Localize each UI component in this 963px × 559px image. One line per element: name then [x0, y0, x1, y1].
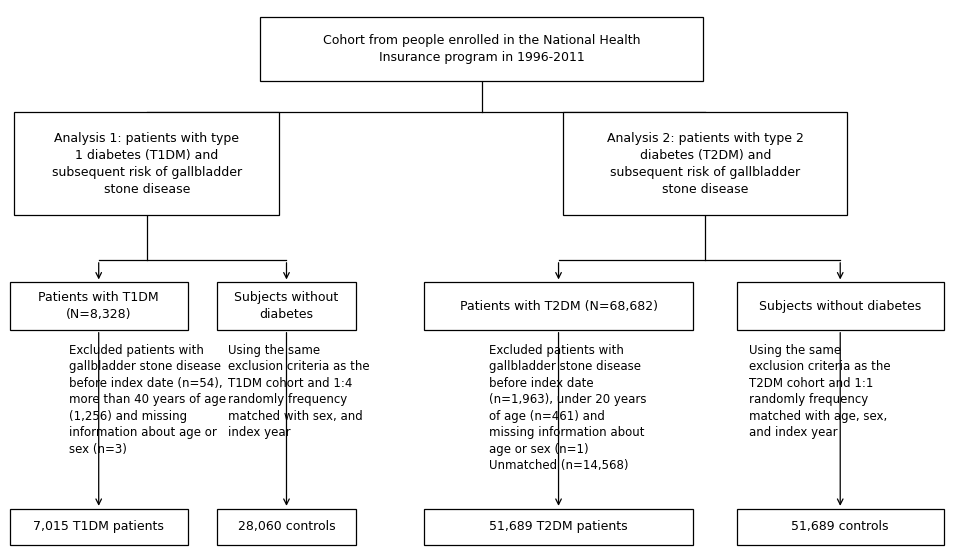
- Text: Patients with T1DM
(N=8,328): Patients with T1DM (N=8,328): [39, 291, 159, 321]
- Text: Subjects without diabetes: Subjects without diabetes: [759, 300, 922, 312]
- Text: Analysis 1: patients with type
1 diabetes (T1DM) and
subsequent risk of gallblad: Analysis 1: patients with type 1 diabete…: [52, 131, 242, 196]
- Text: Excluded patients with
gallbladder stone disease
before index date
(n=1,963), un: Excluded patients with gallbladder stone…: [489, 344, 647, 472]
- FancyBboxPatch shape: [563, 112, 847, 215]
- FancyBboxPatch shape: [424, 282, 693, 330]
- FancyBboxPatch shape: [14, 112, 279, 215]
- FancyBboxPatch shape: [217, 509, 356, 545]
- FancyBboxPatch shape: [217, 282, 356, 330]
- Text: 51,689 T2DM patients: 51,689 T2DM patients: [489, 520, 628, 533]
- Text: Subjects without
diabetes: Subjects without diabetes: [234, 291, 339, 321]
- FancyBboxPatch shape: [737, 509, 944, 545]
- FancyBboxPatch shape: [424, 509, 693, 545]
- FancyBboxPatch shape: [10, 509, 188, 545]
- Text: Using the same
exclusion criteria as the
T2DM cohort and 1:1
randomly frequency
: Using the same exclusion criteria as the…: [749, 344, 891, 439]
- FancyBboxPatch shape: [260, 17, 703, 81]
- Text: 51,689 controls: 51,689 controls: [792, 520, 889, 533]
- FancyBboxPatch shape: [737, 282, 944, 330]
- Text: Excluded patients with
gallbladder stone disease
before index date (n=54),
more : Excluded patients with gallbladder stone…: [69, 344, 226, 456]
- FancyBboxPatch shape: [10, 282, 188, 330]
- Text: Cohort from people enrolled in the National Health
Insurance program in 1996-201: Cohort from people enrolled in the Natio…: [323, 34, 640, 64]
- Text: 28,060 controls: 28,060 controls: [238, 520, 335, 533]
- Text: Analysis 2: patients with type 2
diabetes (T2DM) and
subsequent risk of gallblad: Analysis 2: patients with type 2 diabete…: [607, 131, 804, 196]
- Text: Using the same
exclusion criteria as the
T1DM cohort and 1:4
randomly frequency
: Using the same exclusion criteria as the…: [228, 344, 370, 439]
- Text: Patients with T2DM (N=68,682): Patients with T2DM (N=68,682): [459, 300, 658, 312]
- Text: 7,015 T1DM patients: 7,015 T1DM patients: [34, 520, 164, 533]
